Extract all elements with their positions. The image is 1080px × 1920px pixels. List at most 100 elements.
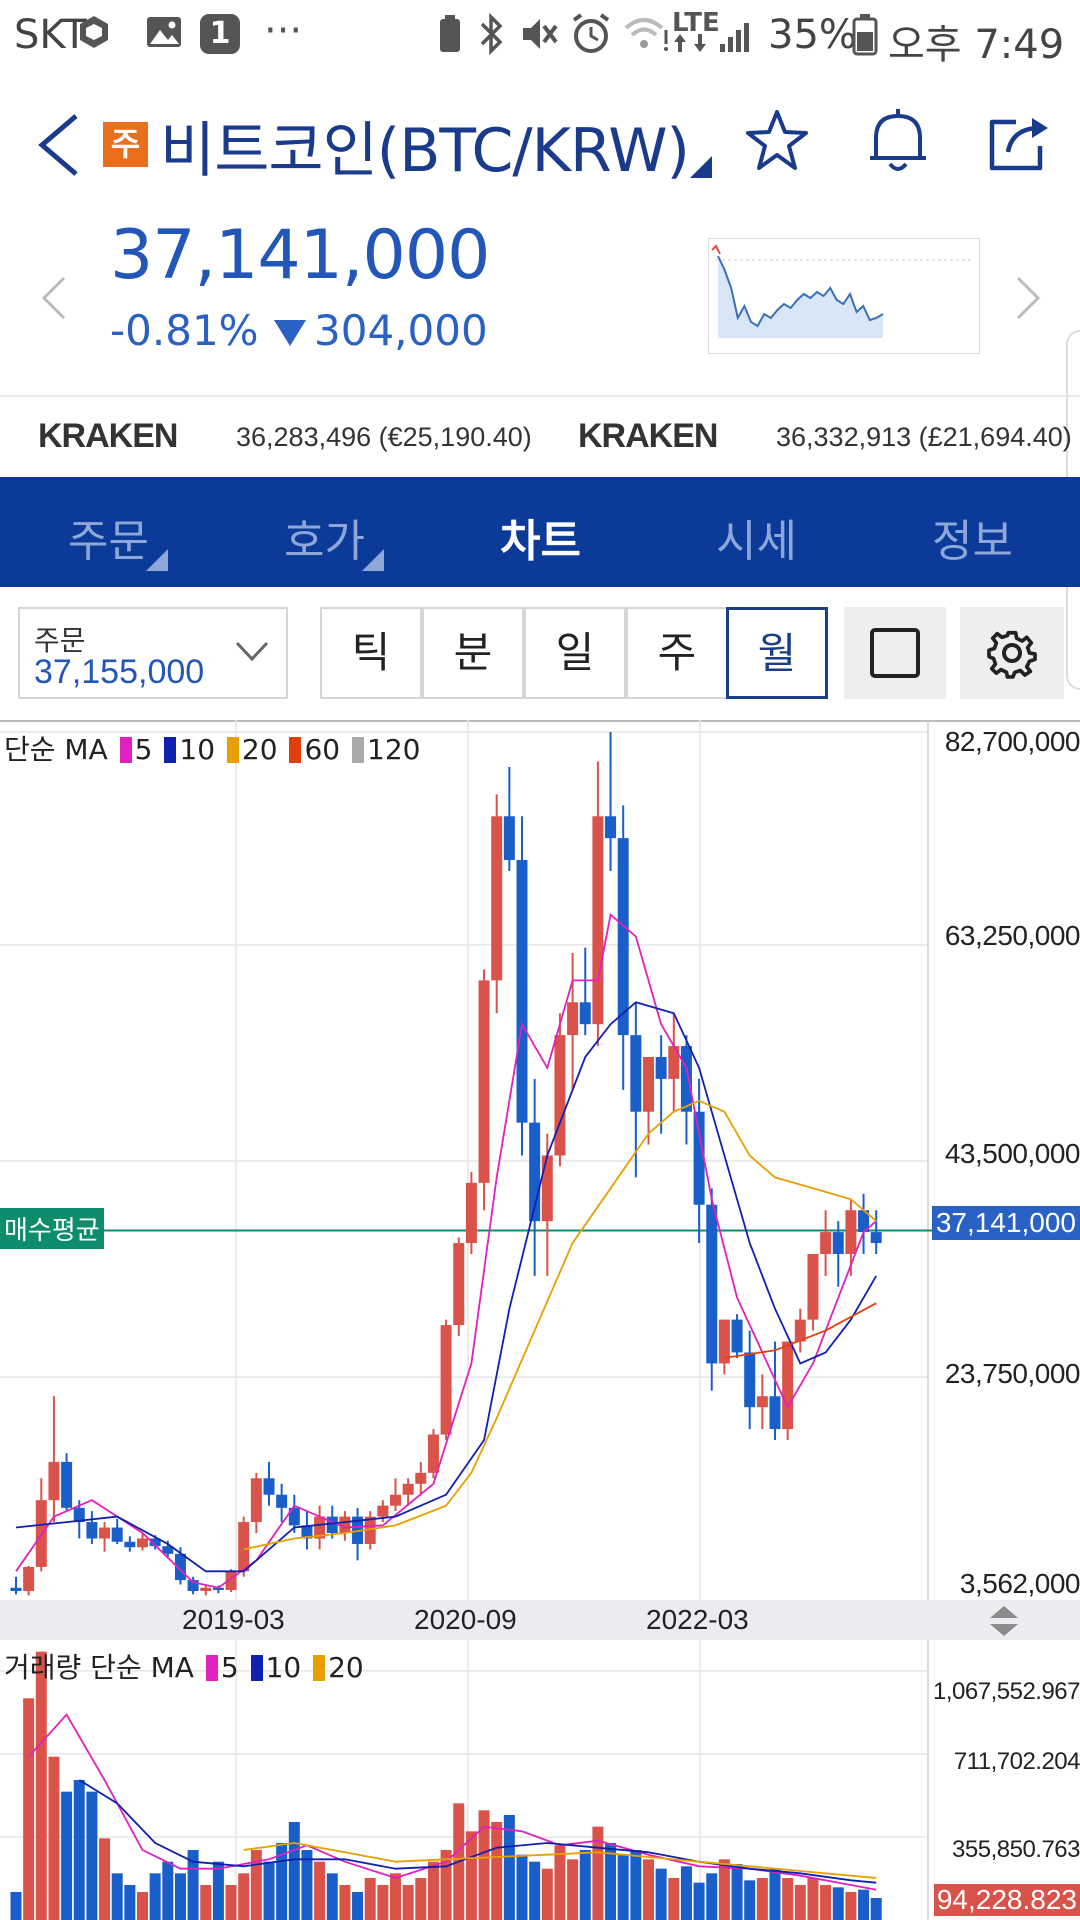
chart-area[interactable]: 단순 MA 5 10 20 60 120 82,700,000 63,250,0… (0, 720, 1080, 1920)
title-dropdown-icon[interactable] (688, 154, 714, 180)
period-tick-button[interactable]: 틱 (320, 607, 422, 699)
candle-body (668, 1046, 680, 1079)
candle-body (149, 1538, 161, 1547)
chevron-right-icon[interactable] (1014, 274, 1044, 322)
volume-ma-line-5 (27, 1713, 877, 1891)
volume-bar (263, 1861, 275, 1920)
battery-saver-icon (440, 15, 460, 52)
volume-bar (756, 1878, 768, 1920)
candle-body (402, 1483, 414, 1495)
candle-body (187, 1580, 199, 1592)
tab-chart[interactable]: 차트 (500, 516, 581, 567)
volume-bar (187, 1850, 199, 1920)
chevron-left-icon[interactable] (38, 274, 68, 322)
page-title[interactable]: 비트코인(BTC/KRW) (160, 116, 690, 186)
bluetooth-icon (480, 12, 503, 56)
tab-order[interactable]: 주문 (68, 516, 149, 567)
legend-swatch (352, 737, 365, 763)
legend-swatch (164, 737, 177, 763)
candle-body (756, 1396, 768, 1408)
star-icon[interactable] (744, 108, 810, 174)
candle-body (23, 1566, 35, 1592)
candle-body (870, 1232, 882, 1244)
candle-body (212, 1587, 224, 1590)
volume-bar (478, 1810, 490, 1920)
tab-order-menu-icon[interactable] (146, 549, 168, 571)
square-icon (870, 628, 920, 678)
candle-body (10, 1587, 22, 1592)
fullscreen-button[interactable] (844, 607, 946, 699)
volume-bar (124, 1885, 136, 1920)
volume-bar (276, 1843, 288, 1920)
price-chart[interactable] (0, 720, 1080, 1920)
volume-bar (668, 1878, 680, 1920)
volume-bar (23, 1698, 35, 1920)
period-month-button[interactable]: 월 (726, 607, 828, 699)
volume-bar (769, 1868, 781, 1920)
period-week-button[interactable]: 주 (626, 607, 728, 699)
candle-body (832, 1232, 844, 1254)
candle-body (579, 1002, 591, 1025)
legend-swatch (313, 1655, 326, 1681)
stock-badge: 주 (103, 122, 148, 167)
y-tick-label: 63,250,000 (944, 920, 1080, 951)
volume-bar (680, 1866, 692, 1920)
volume-bar (592, 1826, 604, 1920)
header: 주 비트코인(BTC/KRW) (0, 72, 1080, 212)
volume-bar (174, 1873, 186, 1920)
candle-body (465, 1182, 477, 1244)
volume-tick-label: 355,850.763 (952, 1836, 1080, 1863)
volume-bar (238, 1873, 250, 1920)
order-price-select[interactable]: 주문 37,155,000 (18, 607, 288, 699)
period-day-button[interactable]: 일 (524, 607, 626, 699)
volume-bar (301, 1850, 313, 1920)
tab-orderbook-menu-icon[interactable] (362, 549, 384, 571)
x-tick-label: 2019-03 (182, 1604, 285, 1635)
volume-bar (503, 1815, 515, 1920)
period-minute-button[interactable]: 분 (422, 607, 524, 699)
current-price: 37,141,000 (110, 216, 490, 295)
volume-ma-line-20 (243, 1842, 877, 1879)
candle-body (200, 1587, 212, 1592)
volume-bar (617, 1854, 629, 1920)
volume-bar (250, 1850, 262, 1920)
tab-quotes[interactable]: 시세 (716, 516, 797, 567)
candle-body (301, 1525, 313, 1539)
resize-handle-icon[interactable] (986, 1604, 1022, 1638)
tab-info[interactable]: 정보 (932, 516, 1013, 567)
candle-body (137, 1538, 148, 1548)
volume-ma-line-10 (78, 1779, 877, 1884)
candle-body (820, 1232, 832, 1254)
share-icon[interactable] (986, 110, 1052, 174)
exchange-strip: KRAKEN 36,283,496 (€25,190.40) KRAKEN 36… (0, 395, 1080, 477)
mini-chart[interactable] (708, 238, 980, 354)
chevron-down-icon (235, 641, 269, 662)
candle-body (731, 1319, 743, 1353)
candle-body (250, 1478, 262, 1523)
tab-orderbook[interactable]: 호가 (284, 516, 365, 567)
volume-bar (744, 1880, 756, 1920)
volume-last-marker: 94,228.823 (933, 1884, 1080, 1916)
volume-bar (870, 1898, 882, 1920)
volume-bar (212, 1861, 224, 1920)
volume-bar (516, 1854, 528, 1920)
candle-body (794, 1319, 806, 1342)
volume-bar (10, 1892, 22, 1920)
candle-body (263, 1478, 275, 1495)
candle-body (73, 1507, 85, 1523)
back-icon[interactable] (36, 112, 82, 178)
volume-bar (655, 1868, 667, 1920)
bell-icon[interactable] (866, 106, 930, 176)
candle-body (845, 1210, 857, 1254)
candle-body (453, 1243, 465, 1326)
candle-body (99, 1527, 111, 1539)
gear-icon (987, 630, 1037, 679)
volume-bar (390, 1873, 401, 1920)
candle-body (364, 1516, 376, 1544)
chart-settings-button[interactable] (960, 607, 1064, 699)
legend-swatch (226, 737, 239, 763)
volume-bar (352, 1892, 364, 1920)
battery-percent: 35% (768, 12, 857, 58)
legend-item: 10 (179, 733, 216, 766)
volume-bar (845, 1892, 857, 1920)
